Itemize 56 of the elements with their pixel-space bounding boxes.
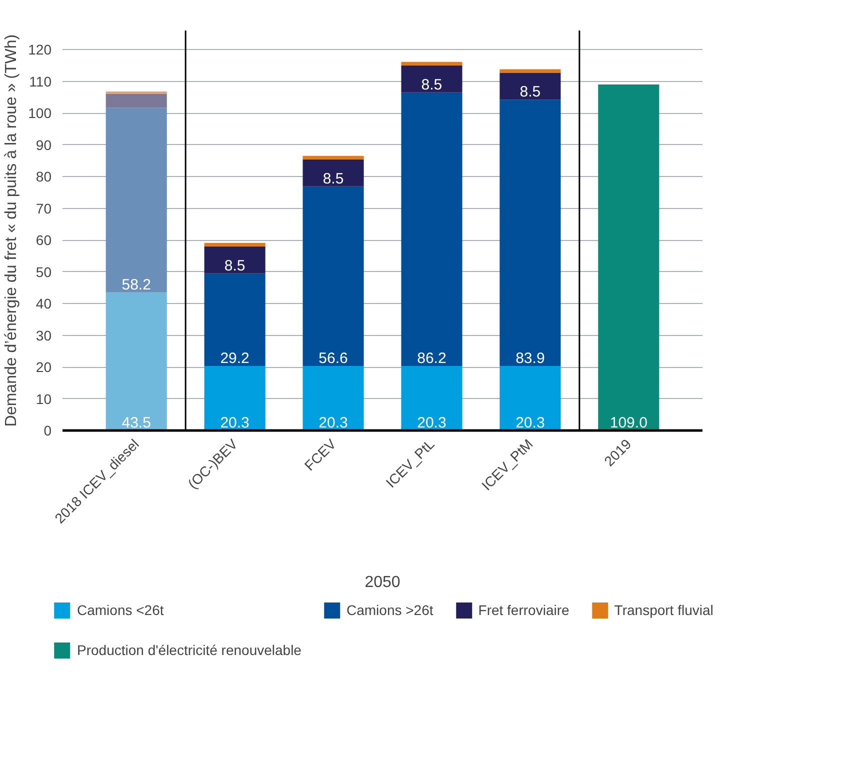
data-label: 29.2 [220, 350, 250, 368]
data-label: 43.5 [122, 414, 151, 432]
y-tick-label: 20 [36, 359, 52, 376]
data-label: 56.6 [318, 350, 348, 368]
y-tick-label: 10 [36, 390, 52, 407]
y-tick-label: 50 [36, 264, 52, 280]
data-label: 20.3 [220, 414, 250, 432]
y-tick-label: 0 [44, 422, 52, 438]
legend-label: Production d'électricité renouvelable [77, 642, 302, 658]
bar [106, 108, 167, 292]
data-label: 8.5 [224, 257, 246, 274]
data-label: 86.2 [417, 350, 446, 368]
data-label: 8.5 [322, 170, 344, 188]
bar [401, 65, 462, 92]
y-tick-label: 60 [36, 232, 52, 248]
data-label: 83.9 [516, 350, 545, 368]
bar [598, 84, 660, 430]
bar [302, 186, 364, 366]
y-tick-label: 100 [28, 105, 52, 122]
y-tick-label: 90 [36, 136, 52, 153]
legend-label: Camions <26t [77, 602, 164, 618]
data-label: 109.0 [610, 414, 648, 432]
y-tick-label: 30 [36, 327, 52, 344]
data-label: 20.3 [516, 414, 545, 432]
data-label: 20.3 [318, 414, 348, 432]
bar [401, 92, 462, 366]
bar [302, 159, 364, 186]
legend-label: Camions >26t [346, 602, 434, 618]
x-axis-title: 2050 [364, 574, 400, 592]
bar [500, 69, 561, 73]
data-label: 20.3 [417, 414, 446, 432]
bar [500, 72, 561, 100]
bar [302, 156, 364, 160]
data-label: 58.2 [122, 276, 151, 294]
y-tick-label: 80 [36, 168, 52, 185]
y-tick-label: 120 [28, 42, 52, 58]
bar [204, 246, 266, 274]
legend-label: Transport fluvial [614, 602, 714, 618]
bar [401, 62, 462, 66]
bar [204, 366, 266, 430]
bar [302, 366, 364, 430]
y-axis-title: Demande d’énergie du fret « du puits à la roue » (TWh) [3, 34, 20, 427]
bar [204, 242, 266, 246]
data-label: 8.5 [421, 76, 442, 94]
bar [401, 366, 462, 430]
bar [106, 91, 167, 94]
y-tick-label: 40 [36, 296, 52, 312]
bar [500, 100, 561, 366]
y-tick-label: 110 [29, 73, 52, 90]
y-tick-label: 70 [36, 200, 52, 216]
legend-label: Fret ferroviaire [478, 602, 570, 618]
bar [500, 366, 561, 430]
bar [106, 292, 167, 430]
bar [204, 273, 266, 366]
bar [106, 94, 167, 108]
data-label: 8.5 [520, 84, 541, 101]
